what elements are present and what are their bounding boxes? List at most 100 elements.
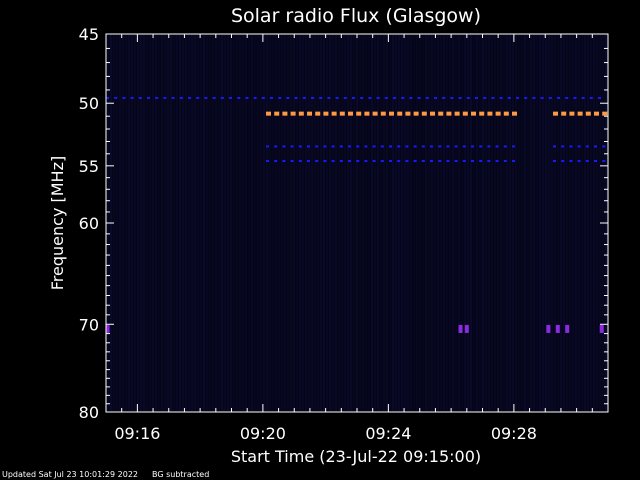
texture-streak bbox=[440, 35, 442, 411]
emission-dash bbox=[319, 96, 323, 99]
texture-streak bbox=[560, 35, 562, 411]
emission-dash bbox=[266, 111, 272, 116]
emission-dash bbox=[286, 96, 290, 99]
texture-streak bbox=[263, 35, 265, 411]
emission-dash bbox=[430, 145, 434, 148]
emission-dash bbox=[548, 96, 552, 99]
emission-dash bbox=[331, 111, 337, 116]
emission-dash bbox=[602, 111, 608, 116]
emission-dash bbox=[462, 145, 466, 148]
emission-dash bbox=[294, 96, 298, 99]
emission-dash bbox=[413, 145, 417, 148]
emission-dash bbox=[553, 145, 557, 148]
texture-streak bbox=[287, 35, 289, 411]
texture-streak bbox=[482, 35, 484, 411]
chart-title: Solar radio Flux (Glasgow) bbox=[231, 5, 481, 27]
emission-dash bbox=[339, 145, 343, 148]
texture-streak bbox=[335, 35, 337, 411]
texture-streak bbox=[500, 35, 502, 411]
emission-dash bbox=[577, 145, 581, 148]
emission-dash bbox=[397, 111, 403, 116]
x-axis-label: Start Time (23-Jul-22 09:15:00) bbox=[231, 447, 481, 466]
emission-dash bbox=[315, 160, 319, 163]
emission-dash bbox=[487, 160, 491, 163]
emission-dash bbox=[315, 111, 321, 116]
emission-dash bbox=[372, 111, 378, 116]
emission-dash bbox=[302, 96, 306, 99]
emission-mark bbox=[555, 324, 560, 333]
emission-dash bbox=[323, 111, 329, 116]
footer: Updated Sat Jul 23 10:01:29 2022 BG subtr… bbox=[2, 470, 223, 480]
texture-streak bbox=[518, 35, 520, 411]
emission-dash bbox=[130, 96, 134, 99]
texture-streak bbox=[551, 35, 553, 411]
texture-streak bbox=[452, 35, 454, 411]
texture-streak bbox=[389, 35, 391, 411]
texture-streak bbox=[587, 35, 589, 411]
emission-dash bbox=[438, 160, 442, 163]
texture-streak bbox=[125, 35, 127, 411]
emission-dash bbox=[602, 160, 606, 163]
texture-streak bbox=[464, 35, 466, 411]
texture-streak bbox=[158, 35, 160, 411]
texture-streak bbox=[197, 35, 199, 411]
emission-dash bbox=[204, 96, 208, 99]
emission-dash bbox=[466, 96, 470, 99]
emission-dash bbox=[487, 145, 491, 148]
emission-dash bbox=[553, 160, 557, 163]
texture-streak bbox=[233, 35, 235, 411]
emission-dash bbox=[507, 96, 511, 99]
texture-streak bbox=[467, 35, 469, 411]
emission-dash bbox=[122, 96, 126, 99]
emission-mark bbox=[546, 324, 551, 333]
emission-dash bbox=[356, 111, 362, 116]
texture-streak bbox=[212, 35, 214, 411]
texture-streak bbox=[425, 35, 427, 411]
texture-streak bbox=[401, 35, 403, 411]
texture-streak bbox=[416, 35, 418, 411]
emission-dash bbox=[577, 111, 583, 116]
texture-streak bbox=[185, 35, 187, 411]
emission-dash bbox=[323, 145, 327, 148]
texture-streak bbox=[347, 35, 349, 411]
emission-dash bbox=[253, 96, 257, 99]
emission-dash bbox=[343, 96, 347, 99]
texture-streak bbox=[137, 35, 139, 411]
emission-mark bbox=[458, 324, 463, 333]
emission-dash bbox=[487, 111, 493, 116]
emission-dash bbox=[479, 145, 483, 148]
texture-streak bbox=[311, 35, 313, 411]
emission-dash bbox=[163, 96, 167, 99]
emission-dash bbox=[315, 145, 319, 148]
emission-dash bbox=[237, 96, 241, 99]
texture-streak bbox=[269, 35, 271, 411]
emission-dash bbox=[516, 96, 519, 99]
emission-mark bbox=[464, 324, 469, 333]
emission-dash bbox=[458, 96, 462, 99]
emission-dash bbox=[499, 96, 503, 99]
x-axis: 09:16 09:20 09:24 09:28 bbox=[105, 34, 609, 443]
texture-streak bbox=[338, 35, 340, 411]
texture-streak bbox=[443, 35, 445, 411]
texture-streak bbox=[224, 35, 226, 411]
texture-streak bbox=[470, 35, 472, 411]
emission-dash bbox=[495, 145, 499, 148]
emission-dash bbox=[298, 145, 302, 148]
emission-dash bbox=[503, 145, 507, 148]
texture-streak bbox=[260, 35, 262, 411]
emission-dash bbox=[589, 96, 593, 99]
texture-streak bbox=[377, 35, 379, 411]
emission-dash bbox=[561, 160, 565, 163]
emission-dash bbox=[364, 160, 368, 163]
emission-dash bbox=[307, 160, 311, 163]
emission-dash bbox=[212, 96, 216, 99]
emission-dash bbox=[266, 160, 270, 163]
emission-dash bbox=[512, 160, 516, 163]
texture-streak bbox=[362, 35, 364, 411]
texture-streak bbox=[410, 35, 412, 411]
emission-dash bbox=[339, 111, 345, 116]
texture-streak bbox=[230, 35, 232, 411]
emission-dash bbox=[503, 160, 507, 163]
emission-dash bbox=[491, 96, 495, 99]
emission-dash bbox=[483, 96, 487, 99]
